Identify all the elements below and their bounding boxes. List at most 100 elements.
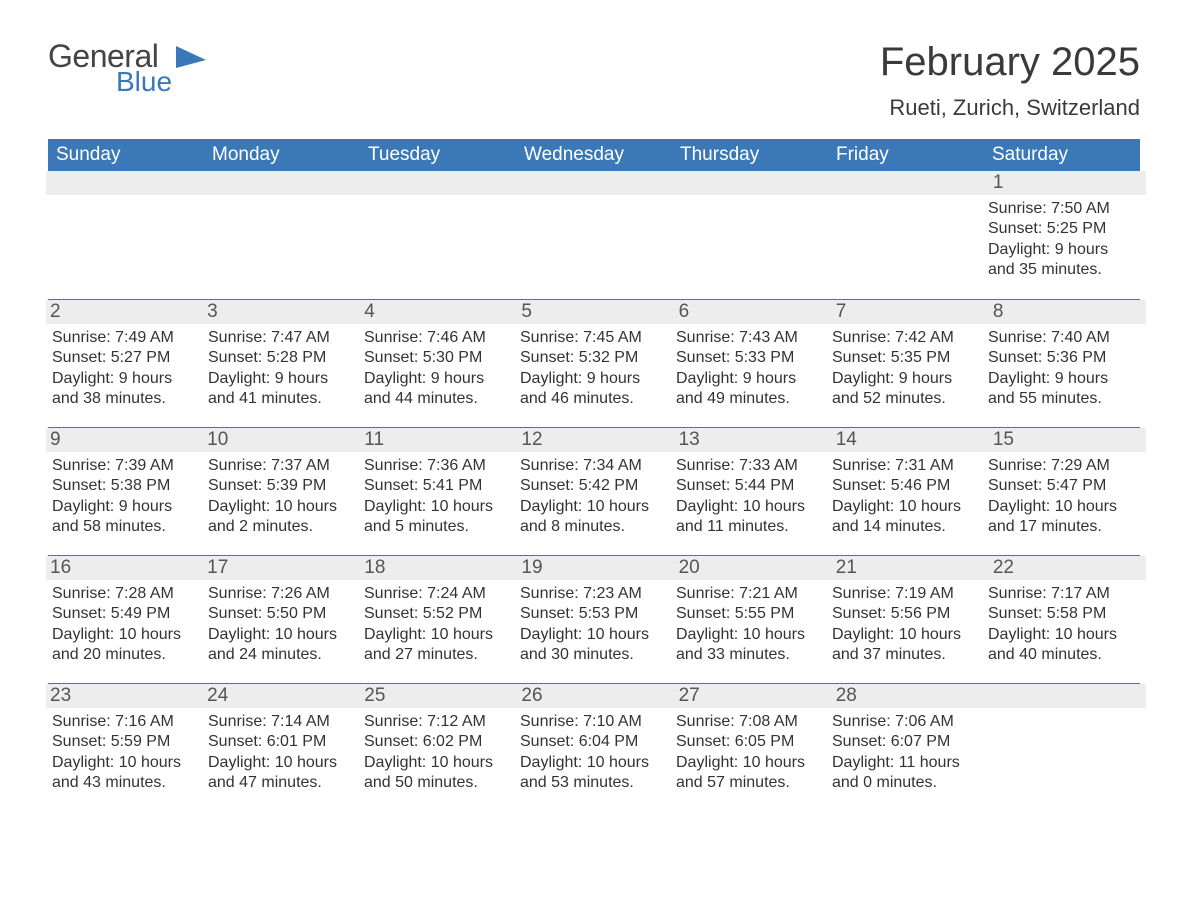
weekday-header: Saturday [984, 139, 1140, 171]
day-number: 19 [517, 556, 674, 580]
calendar-cell: Sunrise: 7:34 AMSunset: 5:42 PMDaylight:… [516, 456, 672, 550]
day-number [832, 171, 989, 195]
calendar-cell: Sunrise: 7:45 AMSunset: 5:32 PMDaylight:… [516, 328, 672, 422]
calendar-week: 2345678Sunrise: 7:49 AMSunset: 5:27 PMDa… [48, 299, 1140, 427]
day-number-row: 2345678 [46, 300, 1146, 324]
day-details: Sunrise: 7:17 AMSunset: 5:58 PMDaylight:… [986, 584, 1134, 666]
day-number: 24 [203, 684, 360, 708]
weekday-header: Wednesday [516, 139, 672, 171]
calendar-cell: Sunrise: 7:19 AMSunset: 5:56 PMDaylight:… [828, 584, 984, 678]
calendar-cell: Sunrise: 7:31 AMSunset: 5:46 PMDaylight:… [828, 456, 984, 550]
calendar-week: 9101112131415Sunrise: 7:39 AMSunset: 5:3… [48, 427, 1140, 555]
day-number-row: 1 [46, 171, 1146, 195]
calendar-cell: Sunrise: 7:43 AMSunset: 5:33 PMDaylight:… [672, 328, 828, 422]
day-details: Sunrise: 7:42 AMSunset: 5:35 PMDaylight:… [830, 328, 978, 410]
day-details: Sunrise: 7:37 AMSunset: 5:39 PMDaylight:… [206, 456, 354, 538]
page-subtitle: Rueti, Zurich, Switzerland [880, 95, 1140, 121]
calendar-cell: Sunrise: 7:33 AMSunset: 5:44 PMDaylight:… [672, 456, 828, 550]
day-number: 15 [989, 428, 1146, 452]
day-number: 17 [203, 556, 360, 580]
weekday-header: Thursday [672, 139, 828, 171]
calendar: SundayMondayTuesdayWednesdayThursdayFrid… [48, 139, 1140, 811]
title-block: February 2025 Rueti, Zurich, Switzerland [880, 40, 1140, 121]
calendar-cell: Sunrise: 7:36 AMSunset: 5:41 PMDaylight:… [360, 456, 516, 550]
day-number: 14 [832, 428, 989, 452]
day-details: Sunrise: 7:24 AMSunset: 5:52 PMDaylight:… [362, 584, 510, 666]
day-number: 22 [989, 556, 1146, 580]
day-number: 1 [989, 171, 1146, 195]
day-number: 12 [517, 428, 674, 452]
calendar-cell: Sunrise: 7:08 AMSunset: 6:05 PMDaylight:… [672, 712, 828, 806]
logo: General Blue [48, 40, 210, 96]
day-number: 20 [675, 556, 832, 580]
day-number-row: 9101112131415 [46, 428, 1146, 452]
day-details: Sunrise: 7:21 AMSunset: 5:55 PMDaylight:… [674, 584, 822, 666]
day-number: 25 [360, 684, 517, 708]
day-details: Sunrise: 7:12 AMSunset: 6:02 PMDaylight:… [362, 712, 510, 794]
day-details: Sunrise: 7:28 AMSunset: 5:49 PMDaylight:… [50, 584, 198, 666]
day-details: Sunrise: 7:10 AMSunset: 6:04 PMDaylight:… [518, 712, 666, 794]
day-number: 16 [46, 556, 203, 580]
day-details: Sunrise: 7:08 AMSunset: 6:05 PMDaylight:… [674, 712, 822, 794]
day-details: Sunrise: 7:14 AMSunset: 6:01 PMDaylight:… [206, 712, 354, 794]
day-number: 4 [360, 300, 517, 324]
day-number: 10 [203, 428, 360, 452]
day-number: 27 [675, 684, 832, 708]
calendar-cell: Sunrise: 7:17 AMSunset: 5:58 PMDaylight:… [984, 584, 1140, 678]
day-details: Sunrise: 7:33 AMSunset: 5:44 PMDaylight:… [674, 456, 822, 538]
day-number [989, 684, 1146, 708]
logo-word-blue: Blue [116, 68, 172, 96]
calendar-cell [984, 712, 1140, 806]
day-number: 5 [517, 300, 674, 324]
calendar-cell: Sunrise: 7:16 AMSunset: 5:59 PMDaylight:… [48, 712, 204, 806]
day-number: 3 [203, 300, 360, 324]
calendar-cell [828, 199, 984, 293]
day-number: 11 [360, 428, 517, 452]
day-number [203, 171, 360, 195]
day-number: 6 [675, 300, 832, 324]
header: General Blue February 2025 Rueti, Zurich… [48, 40, 1140, 121]
day-number: 13 [675, 428, 832, 452]
calendar-cell: Sunrise: 7:39 AMSunset: 5:38 PMDaylight:… [48, 456, 204, 550]
page-title: February 2025 [880, 40, 1140, 85]
calendar-cell: Sunrise: 7:29 AMSunset: 5:47 PMDaylight:… [984, 456, 1140, 550]
calendar-cell: Sunrise: 7:49 AMSunset: 5:27 PMDaylight:… [48, 328, 204, 422]
day-number [675, 171, 832, 195]
calendar-cell [360, 199, 516, 293]
day-details: Sunrise: 7:47 AMSunset: 5:28 PMDaylight:… [206, 328, 354, 410]
day-details: Sunrise: 7:39 AMSunset: 5:38 PMDaylight:… [50, 456, 198, 538]
day-number: 28 [832, 684, 989, 708]
calendar-cell [672, 199, 828, 293]
day-details: Sunrise: 7:06 AMSunset: 6:07 PMDaylight:… [830, 712, 978, 794]
calendar-cell [48, 199, 204, 293]
calendar-cell: Sunrise: 7:14 AMSunset: 6:01 PMDaylight:… [204, 712, 360, 806]
calendar-cell: Sunrise: 7:06 AMSunset: 6:07 PMDaylight:… [828, 712, 984, 806]
day-details: Sunrise: 7:26 AMSunset: 5:50 PMDaylight:… [206, 584, 354, 666]
day-number: 8 [989, 300, 1146, 324]
day-details: Sunrise: 7:29 AMSunset: 5:47 PMDaylight:… [986, 456, 1134, 538]
day-number-row: 16171819202122 [46, 556, 1146, 580]
weekday-header-row: SundayMondayTuesdayWednesdayThursdayFrid… [48, 139, 1140, 171]
day-details: Sunrise: 7:34 AMSunset: 5:42 PMDaylight:… [518, 456, 666, 538]
calendar-cell: Sunrise: 7:26 AMSunset: 5:50 PMDaylight:… [204, 584, 360, 678]
day-number: 7 [832, 300, 989, 324]
flag-icon [176, 46, 210, 75]
day-details: Sunrise: 7:19 AMSunset: 5:56 PMDaylight:… [830, 584, 978, 666]
day-details: Sunrise: 7:36 AMSunset: 5:41 PMDaylight:… [362, 456, 510, 538]
calendar-cell [516, 199, 672, 293]
day-number: 18 [360, 556, 517, 580]
calendar-week: 1Sunrise: 7:50 AMSunset: 5:25 PMDaylight… [48, 171, 1140, 299]
calendar-cell: Sunrise: 7:12 AMSunset: 6:02 PMDaylight:… [360, 712, 516, 806]
day-details: Sunrise: 7:43 AMSunset: 5:33 PMDaylight:… [674, 328, 822, 410]
weekday-header: Monday [204, 139, 360, 171]
calendar-week: 16171819202122Sunrise: 7:28 AMSunset: 5:… [48, 555, 1140, 683]
calendar-cell: Sunrise: 7:40 AMSunset: 5:36 PMDaylight:… [984, 328, 1140, 422]
calendar-cell [204, 199, 360, 293]
day-details: Sunrise: 7:16 AMSunset: 5:59 PMDaylight:… [50, 712, 198, 794]
calendar-cell: Sunrise: 7:47 AMSunset: 5:28 PMDaylight:… [204, 328, 360, 422]
calendar-cell: Sunrise: 7:50 AMSunset: 5:25 PMDaylight:… [984, 199, 1140, 293]
calendar-cell: Sunrise: 7:42 AMSunset: 5:35 PMDaylight:… [828, 328, 984, 422]
calendar-cell: Sunrise: 7:21 AMSunset: 5:55 PMDaylight:… [672, 584, 828, 678]
calendar-cell: Sunrise: 7:10 AMSunset: 6:04 PMDaylight:… [516, 712, 672, 806]
calendar-cell: Sunrise: 7:23 AMSunset: 5:53 PMDaylight:… [516, 584, 672, 678]
